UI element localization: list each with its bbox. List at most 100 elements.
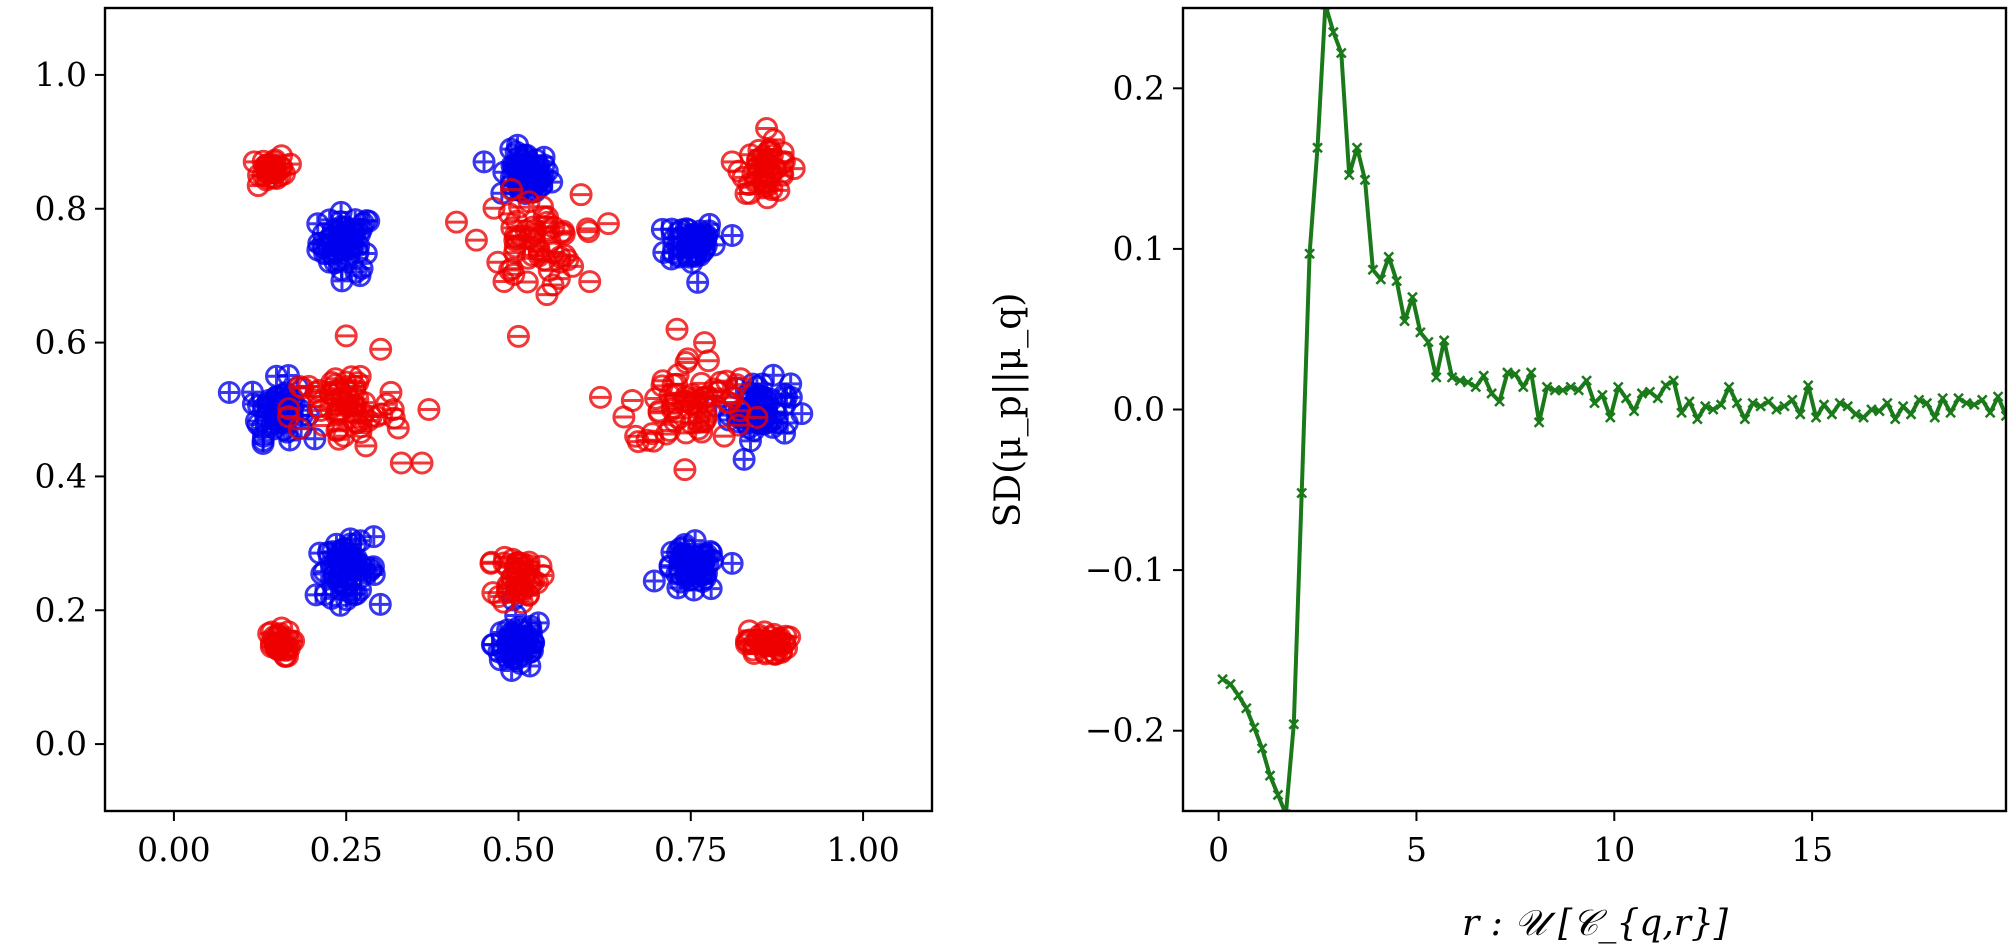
positive-point-217: [265, 385, 289, 409]
sd-point-60: [1691, 413, 1703, 425]
sd-point-37: [1509, 368, 1521, 380]
negative-point-261: [726, 413, 750, 437]
sd-point-43: [1557, 384, 1569, 396]
positive-point-162: [686, 270, 710, 294]
negative-point-118: [561, 254, 585, 278]
sd-point-29: [1446, 371, 1458, 383]
positive-point-159: [683, 222, 707, 246]
sd-point-33: [1478, 370, 1490, 382]
scatter-y-tick-label: 0.6: [35, 323, 87, 362]
sd-point-86: [1897, 400, 1909, 412]
sd-point-76: [1818, 399, 1830, 411]
sd-point-11: [1304, 248, 1315, 260]
sd-point-78: [1834, 397, 1846, 409]
scatter-x-axis: 0.00 0.25 0.50 0.75 1.00: [137, 811, 900, 869]
sd-point-52: [1628, 405, 1640, 417]
positive-point-43: [357, 209, 381, 233]
negative-point-266: [687, 417, 711, 441]
sd-point-95: [1968, 399, 1980, 411]
line-x-axis-label: r : 𝒰 [𝒞_{q,r}]: [1462, 903, 1729, 944]
sd-point-18: [1359, 174, 1371, 186]
negative-point-279: [665, 317, 689, 341]
sd-point-94: [1961, 397, 1972, 409]
sd-point-73: [1794, 408, 1806, 420]
sd-point-40: [1533, 416, 1545, 428]
negative-point-141: [486, 250, 510, 274]
line-y-axis: −0.2 −0.1 0.0 0.1 0.2: [1085, 68, 1183, 750]
negative-point-211: [410, 451, 434, 475]
sd-point-22: [1391, 275, 1403, 287]
sd-point-83: [1874, 405, 1885, 417]
sd-point-74: [1802, 380, 1814, 391]
negative-point-116: [517, 190, 541, 214]
positive-point-308: [310, 562, 334, 586]
sd-point-31: [1462, 376, 1474, 388]
negative-point-201: [333, 390, 357, 414]
positive-point-334: [328, 539, 352, 563]
negative-point-78: [755, 186, 779, 210]
sd-point-55: [1652, 392, 1664, 404]
sd-point-6: [1264, 770, 1276, 782]
negative-point-275: [654, 422, 678, 446]
sd-point-38: [1517, 381, 1529, 393]
line-y-tick-label: 0.1: [1113, 229, 1165, 268]
negative-point-259: [696, 349, 720, 373]
scatter-panel: 0.00 0.25 0.50 0.75 1.00 0.0 0.2 0.4 0.6 0.8 1.0: [35, 6, 934, 869]
scatter-x-tick-label: 0.25: [309, 830, 382, 869]
sd-point-49: [1604, 412, 1616, 423]
sd-point-39: [1525, 367, 1537, 378]
positive-point-267: [732, 447, 756, 471]
negative-point-231: [673, 458, 697, 482]
sd-point-47: [1589, 397, 1600, 409]
sd-point-27: [1430, 371, 1442, 383]
line-y-tick-label: −0.2: [1085, 711, 1165, 750]
sd-point-90: [1929, 412, 1941, 423]
sd-series-markers: [1217, 8, 2006, 811]
sd-point-98: [1992, 391, 2004, 403]
sd-point-87: [1905, 408, 1917, 420]
positive-point-392: [500, 658, 524, 682]
sd-point-15: [1335, 47, 1347, 59]
sd-point-24: [1407, 291, 1418, 303]
sd-point-57: [1668, 375, 1680, 386]
positive-point-426: [642, 569, 666, 593]
sd-point-75: [1810, 412, 1822, 423]
positive-point-55: [348, 264, 372, 288]
scatter-y-tick-label: 0.2: [35, 590, 87, 629]
scatter-x-tick-label: 1.00: [826, 830, 899, 869]
sd-series-line: [1221, 8, 2006, 811]
sd-point-9: [1288, 718, 1300, 730]
sd-point-42: [1549, 384, 1561, 396]
sd-point-14: [1327, 26, 1339, 38]
positive-point-161: [652, 240, 676, 264]
scatter-y-tick-label: 1.0: [35, 55, 87, 94]
sd-point-21: [1383, 251, 1395, 263]
positive-point-105: [527, 154, 551, 178]
negative-point-101: [596, 212, 620, 236]
sd-point-81: [1858, 412, 1869, 423]
sd-point-4: [1248, 722, 1260, 733]
line-x-axis: 0 5 10 15: [1208, 811, 1833, 869]
negative-point-85: [506, 324, 530, 348]
negative-point-91: [464, 228, 488, 252]
scatter-x-tick-label: 0.50: [482, 830, 555, 869]
negative-point-360: [276, 644, 300, 668]
sd-point-30: [1454, 375, 1466, 386]
sd-point-84: [1881, 397, 1893, 409]
scatter-y-axis: 0.0 0.2 0.4 0.6 0.8 1.0: [35, 55, 105, 763]
negative-point-272: [647, 401, 671, 425]
negative-point-124: [535, 283, 559, 307]
sd-point-34: [1486, 388, 1498, 399]
negative-point-80: [755, 116, 779, 140]
negative-point-255: [588, 385, 612, 409]
negative-point-208: [369, 337, 393, 361]
positive-point-336: [362, 525, 386, 549]
negative-point-33: [255, 160, 279, 184]
negative-point-325: [479, 551, 503, 575]
sd-point-0: [1217, 673, 1228, 685]
sd-point-79: [1842, 400, 1854, 412]
positive-point-448: [720, 551, 744, 575]
negative-point-200: [345, 411, 369, 435]
sd-point-44: [1565, 381, 1577, 393]
